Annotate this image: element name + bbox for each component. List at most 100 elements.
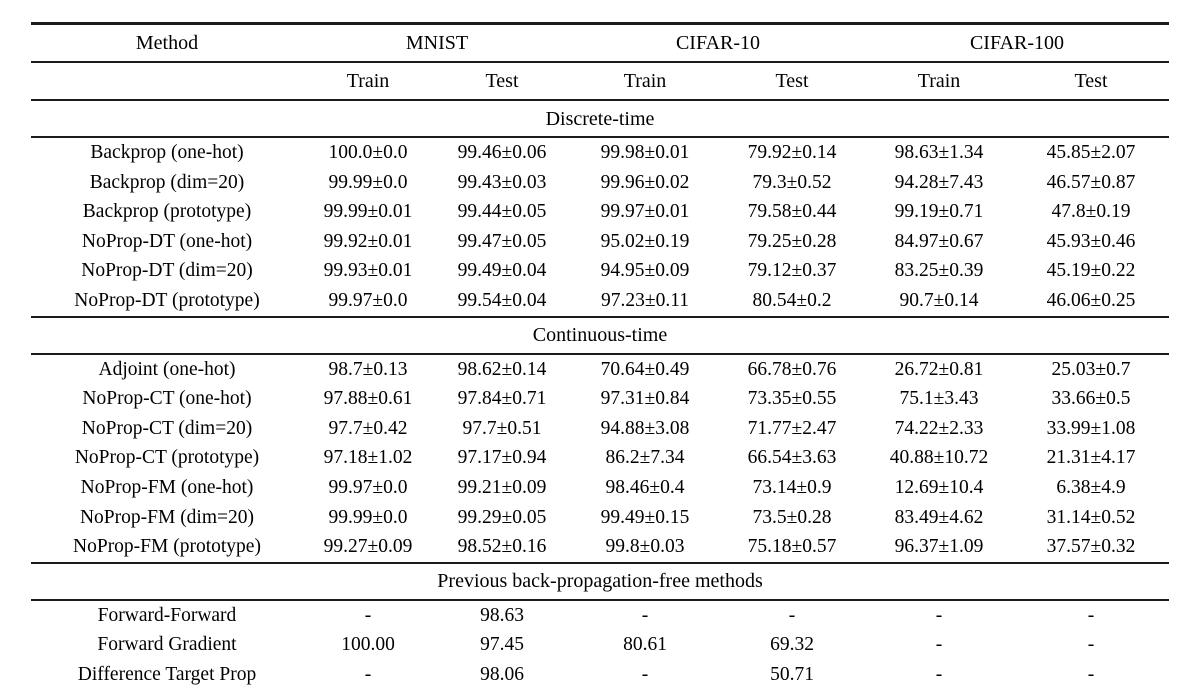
- section-title-row: Previous back-propagation-free methods: [31, 562, 1170, 600]
- value-cell: 99.47±0.05: [457, 230, 547, 252]
- value-cell: 98.63: [480, 604, 524, 626]
- value-cell: 99.97±0.0: [328, 477, 408, 499]
- table-row: Difference Target Prop - 98.06 - 50.71 - -: [31, 660, 1169, 690]
- value-cell: 96.37±1.09: [894, 536, 984, 558]
- method-cell: NoProp-DT (prototype): [74, 290, 260, 312]
- method-cell: NoProp-CT (prototype): [74, 447, 260, 469]
- table-row: NoProp-FM (one-hot) 99.97±0.0 99.21±0.09 98…: [31, 473, 1169, 503]
- value-cell: -: [641, 664, 649, 685]
- value-cell: 31.14±0.52: [1046, 506, 1136, 528]
- traintest-header-row: Train Test Train Test Train Test: [31, 62, 1170, 100]
- table-row: NoProp-FM (prototype) 99.27±0.09 98.52±0.1…: [31, 532, 1169, 563]
- col-header-cifar100-train: Train: [917, 70, 961, 92]
- table-row: Forward-Forward - 98.63 - - - -: [31, 600, 1169, 631]
- section-title: Previous back-propagation-free methods: [437, 570, 763, 593]
- value-cell: 97.18±1.02: [323, 447, 413, 469]
- value-cell: 97.31±0.84: [600, 388, 690, 410]
- value-cell: 98.62±0.14: [457, 358, 547, 380]
- value-cell: 6.38±4.9: [1056, 477, 1126, 499]
- value-cell: 99.27±0.09: [323, 536, 413, 558]
- value-cell: 98.52±0.16: [457, 536, 547, 558]
- section-title-row: Discrete-time: [31, 100, 1170, 137]
- value-cell: 94.95±0.09: [600, 260, 690, 282]
- table-row: NoProp-CT (dim=20) 97.7±0.42 97.7±0.51 94.8…: [31, 414, 1169, 444]
- value-cell: -: [1087, 604, 1095, 626]
- table-row: Backprop (prototype) 99.99±0.01 99.44±0.05…: [31, 197, 1169, 227]
- value-cell: -: [935, 634, 943, 656]
- value-cell: 70.64±0.49: [600, 358, 690, 380]
- value-cell: 74.22±2.33: [894, 417, 984, 439]
- value-cell: 73.5±0.28: [752, 506, 832, 528]
- value-cell: -: [935, 664, 943, 685]
- value-cell: 79.92±0.14: [747, 142, 837, 164]
- value-cell: 100.0±0.0: [328, 142, 408, 164]
- method-cell: NoProp-DT (dim=20): [81, 260, 253, 282]
- value-cell: 83.49±4.62: [894, 506, 984, 528]
- value-cell: 99.44±0.05: [457, 201, 547, 223]
- value-cell: 99.97±0.0: [328, 290, 408, 312]
- value-cell: 47.8±0.19: [1051, 201, 1131, 223]
- value-cell: 100.00: [341, 634, 395, 656]
- table-row: NoProp-DT (one-hot) 99.92±0.01 99.47±0.05 9…: [31, 227, 1169, 257]
- value-cell: 73.14±0.9: [752, 477, 832, 499]
- value-cell: 79.25±0.28: [747, 230, 837, 252]
- table-row: NoProp-CT (one-hot) 97.88±0.61 97.84±0.71 9…: [31, 384, 1169, 414]
- value-cell: 46.06±0.25: [1046, 290, 1136, 312]
- value-cell: 97.7±0.42: [328, 417, 408, 439]
- value-cell: 99.93±0.01: [323, 260, 413, 282]
- method-cell: NoProp-FM (prototype): [73, 536, 261, 558]
- value-cell: 21.31±4.17: [1046, 447, 1136, 469]
- value-cell: 99.96±0.02: [600, 171, 690, 193]
- value-cell: 45.19±0.22: [1046, 260, 1136, 282]
- dataset-header-row: Method MNIST CIFAR-10 CIFAR-100: [31, 24, 1170, 62]
- value-cell: 25.03±0.7: [1051, 358, 1131, 380]
- value-cell: 33.66±0.5: [1051, 388, 1131, 410]
- value-cell: 98.63±1.34: [894, 142, 984, 164]
- value-cell: 90.7±0.14: [899, 290, 979, 312]
- value-cell: 99.99±0.01: [323, 201, 413, 223]
- value-cell: 99.98±0.01: [600, 142, 690, 164]
- value-cell: 99.49±0.04: [457, 260, 547, 282]
- method-cell: Backprop (prototype): [82, 201, 252, 223]
- value-cell: -: [364, 604, 372, 626]
- value-cell: -: [788, 604, 796, 626]
- table-row: NoProp-DT (dim=20) 99.93±0.01 99.49±0.04 94…: [31, 256, 1169, 286]
- table-row: Forward Gradient 100.00 97.45 80.61 69.32 - -: [31, 630, 1169, 660]
- table-row: Adjoint (one-hot) 98.7±0.13 98.62±0.14 70.6…: [31, 354, 1169, 385]
- value-cell: 33.99±1.08: [1046, 417, 1136, 439]
- empty-header-cell: [31, 62, 303, 100]
- value-cell: 45.85±2.07: [1046, 142, 1136, 164]
- method-cell: NoProp-CT (dim=20): [81, 417, 253, 439]
- value-cell: 98.06: [480, 664, 524, 685]
- value-cell: 94.28±7.43: [894, 171, 984, 193]
- value-cell: 80.61: [623, 634, 667, 656]
- value-cell: 98.46±0.4: [605, 477, 685, 499]
- method-cell: NoProp-DT (one-hot): [81, 230, 253, 252]
- table-row: Backprop (one-hot) 100.0±0.0 99.46±0.06 99.…: [31, 137, 1169, 168]
- method-cell: NoProp-FM (one-hot): [80, 477, 254, 499]
- value-cell: 69.32: [770, 634, 814, 656]
- value-cell: -: [1087, 664, 1095, 685]
- value-cell: 66.54±3.63: [747, 447, 837, 469]
- value-cell: 97.88±0.61: [323, 388, 413, 410]
- value-cell: 99.46±0.06: [457, 142, 547, 164]
- value-cell: 97.17±0.94: [457, 447, 547, 469]
- value-cell: 45.93±0.46: [1046, 230, 1136, 252]
- value-cell: 83.25±0.39: [894, 260, 984, 282]
- value-cell: 99.43±0.03: [457, 171, 547, 193]
- value-cell: 97.7±0.51: [462, 417, 542, 439]
- table-row: NoProp-DT (prototype) 99.97±0.0 99.54±0.04…: [31, 286, 1169, 317]
- value-cell: 99.92±0.01: [323, 230, 413, 252]
- value-cell: 99.29±0.05: [457, 506, 547, 528]
- table-row: NoProp-CT (prototype) 97.18±1.02 97.17±0.9…: [31, 443, 1169, 473]
- col-header-cifar10-test: Test: [775, 70, 809, 92]
- value-cell: -: [364, 664, 372, 685]
- value-cell: 79.3±0.52: [752, 171, 832, 193]
- section-title: Continuous-time: [532, 324, 668, 347]
- dataset-header-cifar10: CIFAR-10: [675, 32, 761, 54]
- section-title: Discrete-time: [545, 107, 655, 130]
- value-cell: 40.88±10.72: [889, 447, 989, 469]
- method-cell: Adjoint (one-hot): [98, 358, 236, 380]
- value-cell: 75.18±0.57: [747, 536, 837, 558]
